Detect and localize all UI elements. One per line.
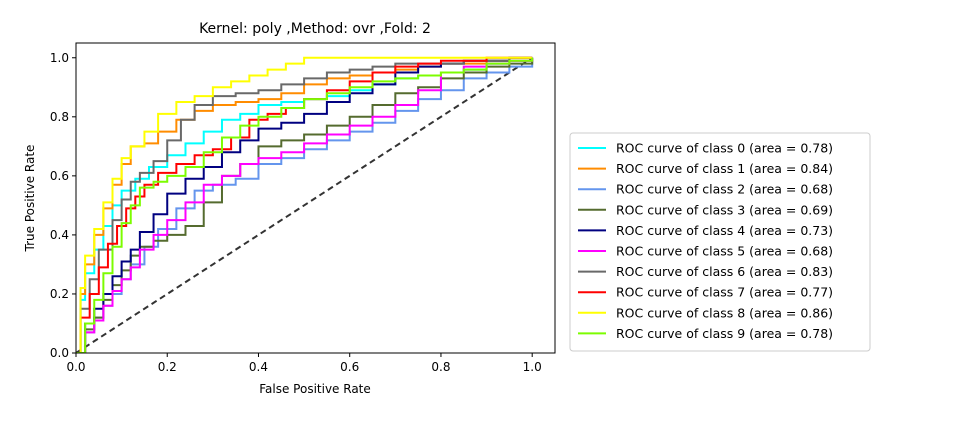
y-tick-label: 0.2 xyxy=(50,287,69,301)
y-tick-label: 1.0 xyxy=(50,51,69,65)
y-axis-label: True Positive Rate xyxy=(23,145,37,253)
y-tick-label: 0.6 xyxy=(50,169,69,183)
y-tick-label: 0.4 xyxy=(50,228,69,242)
x-tick-label: 0.4 xyxy=(249,360,268,374)
roc-curve-class-8 xyxy=(76,56,533,353)
legend-label-class-0: ROC curve of class 0 (area = 0.78) xyxy=(616,141,833,156)
y-axis-ticks: 0.0 0.2 0.4 0.6 0.8 1.0 xyxy=(50,51,76,360)
legend-label-class-5: ROC curve of class 5 (area = 0.68) xyxy=(616,244,833,259)
roc-curve-class-9 xyxy=(76,57,534,353)
y-tick-label: 0.8 xyxy=(50,110,69,124)
plot-frame xyxy=(75,42,556,354)
x-tick-label: 0.6 xyxy=(340,360,359,374)
roc-curve-class-2 xyxy=(76,57,534,353)
legend-box xyxy=(569,132,871,352)
legend-label-class-3: ROC curve of class 3 (area = 0.69) xyxy=(616,202,833,217)
plot-area xyxy=(76,56,534,353)
roc-curve-class-4 xyxy=(76,56,533,353)
legend-label-class-2: ROC curve of class 2 (area = 0.68) xyxy=(616,182,833,197)
legend-label-class-7: ROC curve of class 7 (area = 0.77) xyxy=(616,285,833,300)
chance-diagonal-line xyxy=(76,56,533,353)
x-tick-label: 1.0 xyxy=(523,360,542,374)
legend-label-class-1: ROC curve of class 1 (area = 0.84) xyxy=(616,161,833,176)
x-tick-label: 0.8 xyxy=(431,360,450,374)
legend-label-class-8: ROC curve of class 8 (area = 0.86) xyxy=(616,305,833,320)
legend-label-class-9: ROC curve of class 9 (area = 0.78) xyxy=(616,326,833,341)
x-axis-ticks: 0.0 0.2 0.4 0.6 0.8 1.0 xyxy=(66,353,542,374)
legend: ROC curve of class 0 (area = 0.78) ROC cu… xyxy=(569,132,871,352)
roc-curve-class-7 xyxy=(76,56,533,353)
chart-title: Kernel: poly ,Method: ovr ,Fold: 2 xyxy=(199,21,431,37)
x-axis-label: False Positive Rate xyxy=(259,382,371,396)
roc-curve-class-5 xyxy=(76,57,534,353)
x-tick-label: 0.2 xyxy=(158,360,177,374)
y-tick-label: 0.0 xyxy=(50,346,69,360)
legend-label-class-6: ROC curve of class 6 (area = 0.83) xyxy=(616,264,833,279)
x-tick-label: 0.0 xyxy=(66,360,85,374)
legend-label-class-4: ROC curve of class 4 (area = 0.73) xyxy=(616,223,833,238)
